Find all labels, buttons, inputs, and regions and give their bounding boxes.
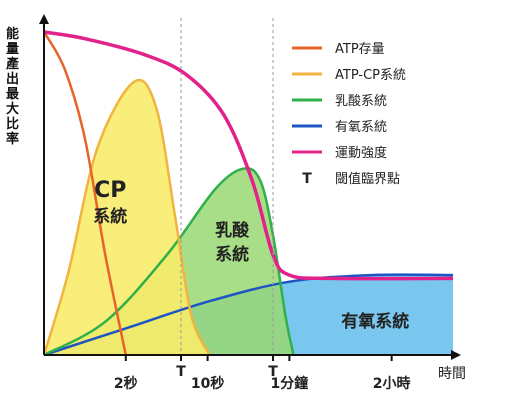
x-axis-arrow (451, 350, 461, 360)
threshold-tick-label: T (176, 364, 186, 380)
aerobic-series-line (43, 273, 454, 357)
x-axis-label: 時間 (438, 366, 466, 382)
lactic-area-label: 乳酸 (215, 220, 250, 241)
aerobic-area-label: 有氧系統 (341, 311, 409, 332)
legend-symbol: T (302, 171, 312, 187)
cp-area (44, 80, 210, 355)
lactic-area-label-2: 系統 (215, 244, 249, 265)
legend-item-lactic: 乳酸系統 (292, 94, 387, 109)
cp-area-label-2: 系統 (93, 206, 127, 227)
y-axis-label-char: 出 (6, 71, 19, 87)
y-axis-label-char: 產 (5, 56, 19, 72)
atp-series-line (42, 31, 128, 356)
cp-area-label: CP (94, 178, 126, 203)
y-axis-label-char: 大 (6, 101, 19, 117)
y-axis-label-char: 比 (6, 116, 19, 132)
chart-areas (44, 80, 453, 355)
y-axis-label-char: 量 (6, 42, 19, 57)
legend-item-cp: ATP-CP系統 (292, 68, 406, 83)
legend-label: ATP存量 (335, 42, 385, 57)
x-tick-label: 1分鐘 (271, 375, 309, 392)
lactic-series-line (43, 167, 295, 357)
legend-label: 閾值臨界點 (335, 171, 400, 187)
x-tick-label: 2小時 (373, 375, 411, 392)
y-axis-arrow (39, 14, 49, 24)
legend-item-threshold: T 閾值臨界點 (302, 171, 400, 187)
legend-label: 運動強度 (335, 145, 387, 161)
chart-axes (39, 14, 461, 360)
intensity-series-line (43, 30, 454, 281)
legend-label: 有氧系統 (335, 120, 387, 135)
legend-label: ATP-CP系統 (335, 68, 406, 83)
chart-lines (42, 30, 454, 357)
y-axis-label-char: 率 (6, 131, 19, 147)
x-tick-label: 2秒 (114, 375, 138, 392)
legend-item-atp: ATP存量 (292, 42, 385, 57)
cp-series-line (42, 78, 211, 356)
threshold-tick-label: T (268, 364, 278, 380)
x-tick-label: 10秒 (191, 375, 224, 392)
threshold-lines (180, 18, 274, 355)
y-axis-label-char: 能 (6, 26, 19, 42)
legend-item-intensity: 運動強度 (292, 145, 387, 161)
y-axis-label-char: 最 (6, 87, 20, 102)
legend-label: 乳酸系統 (335, 94, 387, 109)
legend-item-aerobic: 有氧系統 (292, 120, 387, 135)
